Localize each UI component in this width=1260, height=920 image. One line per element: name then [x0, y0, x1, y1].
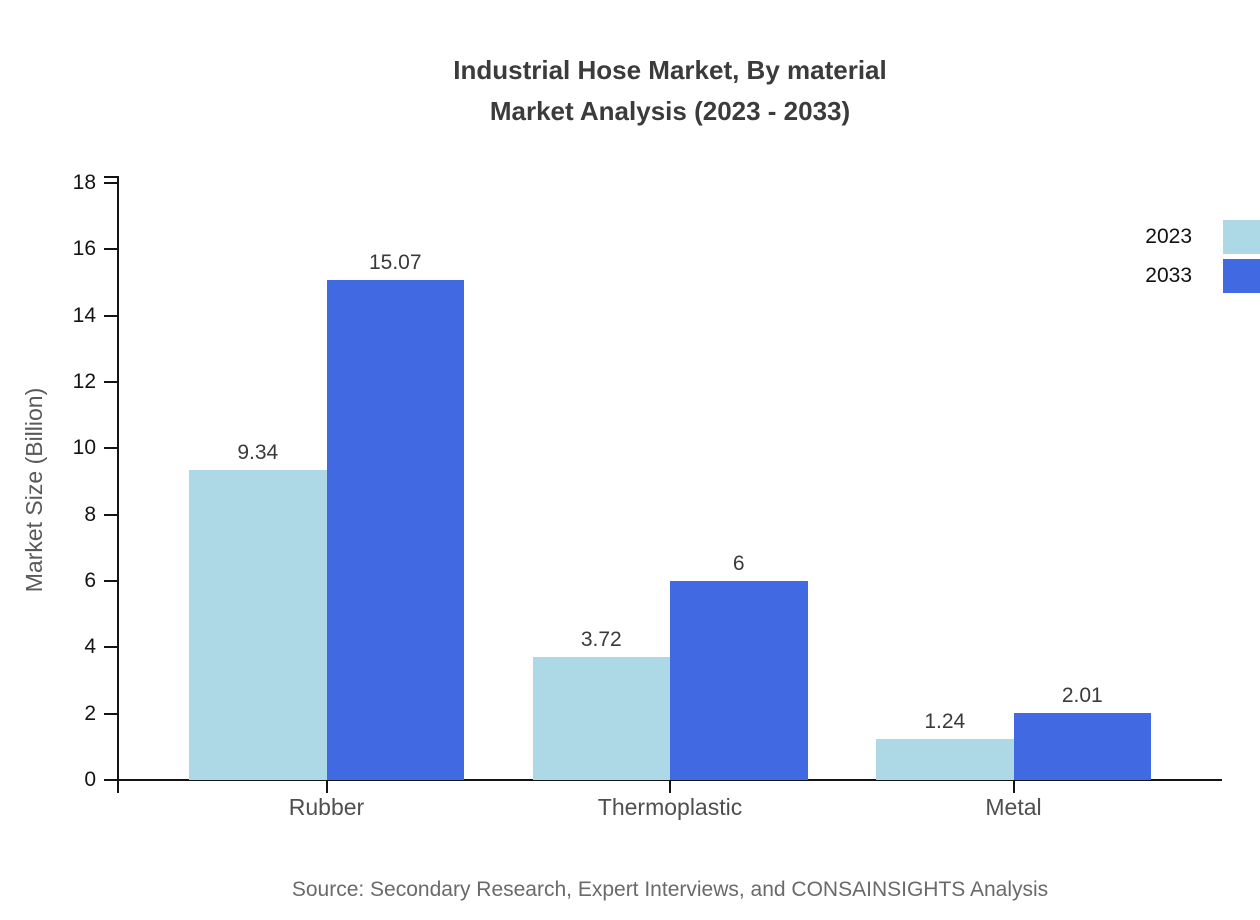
y-tick-label: 16 [72, 237, 96, 261]
legend-swatch-icon [1223, 258, 1260, 293]
y-tick-label: 18 [72, 171, 96, 194]
bar-metal-2033 [1013, 713, 1151, 780]
y-tick [104, 712, 118, 715]
x-tick [669, 781, 671, 793]
legend-swatch-icon [1223, 219, 1260, 254]
y-tick-label: 6 [84, 569, 96, 592]
y-tick [104, 182, 118, 184]
bar-rubber-2033 [326, 280, 464, 780]
legend-label: 2023 [1145, 224, 1192, 248]
x-tick [1012, 781, 1015, 793]
y-axis-line [117, 176, 119, 793]
y-tick [104, 314, 118, 317]
y-tick [104, 779, 118, 781]
chart-title-line1: Industrial Hose Market, By material [453, 55, 887, 85]
y-tick [104, 580, 118, 582]
y-tick [104, 248, 118, 251]
y-tick [104, 513, 118, 516]
y-tick-label: 8 [84, 502, 96, 526]
y-axis-title: Market Size (Billion) [21, 387, 47, 593]
bar-value-label: 15.07 [368, 251, 422, 275]
x-category-label-thermoplastic: Thermoplastic [597, 794, 743, 820]
legend-label: 2033 [1145, 263, 1192, 287]
y-tick-label: 4 [84, 635, 96, 659]
y-tick [104, 381, 118, 383]
x-axis-line [105, 779, 1222, 781]
y-tick-label: 14 [72, 303, 96, 327]
bar-value-label: 6 [732, 552, 745, 575]
y-tick-label: 12 [72, 370, 96, 393]
chart-title-line2: Market Analysis (2023 - 2033) [489, 96, 851, 126]
bar-value-label: 1.24 [924, 709, 966, 733]
x-category-label-metal: Metal [985, 794, 1042, 820]
x-tick [325, 781, 328, 793]
y-tick-label: 0 [84, 768, 96, 791]
bar-thermoplastic-2023 [532, 656, 670, 780]
y-tick [104, 447, 118, 450]
plot-area: 9.34 15.07 3.72 6 1.24 2.01 [118, 183, 1222, 780]
bar-rubber-2023 [189, 470, 327, 780]
bar-thermoplastic-2033 [670, 581, 808, 780]
bar-value-label: 9.34 [237, 441, 279, 465]
y-tick-label: 10 [72, 436, 96, 460]
y-tick-label: 2 [84, 701, 96, 725]
bar-metal-2023 [876, 738, 1014, 780]
y-axis-top-cap [104, 176, 118, 178]
bar-value-label: 2.01 [1061, 684, 1103, 708]
source-note: Source: Secondary Research, Expert Inter… [291, 878, 1049, 901]
legend-item-2023: 2023 [1145, 219, 1260, 254]
y-tick [104, 646, 118, 649]
legend-item-2033: 2033 [1145, 258, 1260, 293]
legend: 2023 2033 [1145, 219, 1260, 293]
bar-value-label: 3.72 [580, 627, 622, 651]
x-category-label-rubber: Rubber [288, 794, 365, 820]
chart-title: Industrial Hose Market, By material Mark… [118, 50, 1222, 132]
